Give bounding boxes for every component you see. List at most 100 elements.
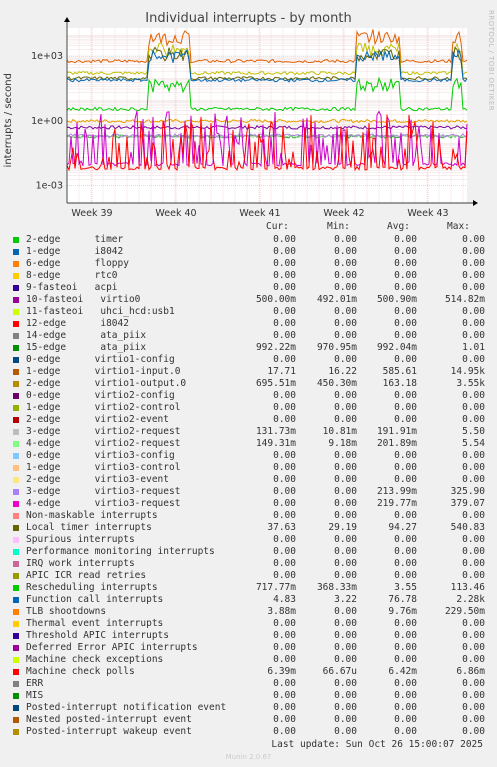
legend-header-min: Min: (327, 221, 350, 232)
legend-swatch (13, 669, 19, 675)
legend-min: 0.00 (334, 702, 357, 713)
legend-avg: 219.77m (376, 498, 417, 509)
legend-avg: 0.00 (394, 390, 417, 401)
legend-swatch (13, 381, 19, 387)
legend-avg: 0.00 (394, 258, 417, 269)
last-update: Last update: Sun Oct 26 15:00:07 2025 (271, 739, 483, 750)
legend-swatch (13, 249, 19, 255)
legend-row: 9-fasteoi acpi 0.00 0.00 0.00 0.00 (0, 282, 497, 294)
legend-cur: 17.71 (267, 366, 296, 377)
y-tick-label: 1e+00 (31, 116, 63, 127)
legend-cur: 0.00 (273, 702, 296, 713)
legend-row: Posted-interrupt wakeup event 0.00 0.00 0.0… (0, 726, 497, 738)
legend-row: Function call interrupts 4.83 3.22 76.78 2.2… (0, 594, 497, 606)
legend-row: 1-edge i8042 0.00 0.00 0.00 0.00 (0, 246, 497, 258)
legend-max: 0.00 (462, 270, 485, 281)
legend-swatch (13, 333, 19, 339)
legend-swatch (13, 549, 19, 555)
legend-max: 0.00 (462, 678, 485, 689)
legend-min: 0.00 (334, 690, 357, 701)
legend-min: 0.00 (334, 414, 357, 425)
legend-row: Machine check polls 6.39m 66.67u 6.42m 6.86m (0, 666, 497, 678)
legend-min: 368.33m (316, 582, 357, 593)
legend-min: 450.30m (316, 378, 357, 389)
legend-avg: 0.00 (394, 246, 417, 257)
x-tick-label: Week 41 (239, 208, 280, 219)
legend-name: Spurious interrupts (26, 534, 135, 545)
legend-swatch (13, 501, 19, 507)
legend-cur: 6.39m (267, 666, 296, 677)
series-line (66, 118, 468, 124)
legend-header-avg: Avg: (387, 221, 410, 232)
legend-max: 5.54 (462, 438, 485, 449)
legend-avg: 0.00 (394, 462, 417, 473)
legend-min: 0.00 (334, 630, 357, 641)
legend-min: 0.00 (334, 258, 357, 269)
legend-avg: 9.76m (388, 606, 417, 617)
legend-cur: 0.00 (273, 486, 296, 497)
legend-cur: 0.00 (273, 246, 296, 257)
legend-cur: 0.00 (273, 282, 296, 293)
legend-min: 0.00 (334, 390, 357, 401)
legend-name: TLB shootdowns (26, 606, 107, 617)
x-tick-label: Week 43 (407, 208, 448, 219)
legend-min: 0.00 (334, 558, 357, 569)
legend-name: IRQ work interrupts (26, 558, 135, 569)
legend-max: 0.00 (462, 630, 485, 641)
legend-max: 0.00 (462, 450, 485, 461)
legend-swatch (13, 273, 19, 279)
legend-name: Deferred Error APIC interrupts (26, 642, 198, 653)
legend-max: 0.00 (462, 570, 485, 581)
legend-name: APIC ICR read retries (26, 570, 147, 581)
legend-name: Rescheduling interrupts (26, 582, 158, 593)
legend-swatch (13, 585, 19, 591)
legend-min: 0.00 (334, 246, 357, 257)
legend-min: 0.00 (334, 462, 357, 473)
series-line (66, 48, 468, 83)
x-axis-arrow (473, 200, 478, 206)
legend-min: 0.00 (334, 402, 357, 413)
legend-min: 9.18m (328, 438, 357, 449)
legend-name: 1-edge virtio3-control (26, 462, 181, 473)
legend-name: 3-edge virtio2-request (26, 426, 181, 437)
x-tick-label: Week 42 (323, 208, 364, 219)
legend-swatch (13, 357, 19, 363)
legend-name: 4-edge virtio3-request (26, 498, 181, 509)
legend-avg: 0.00 (394, 402, 417, 413)
legend-min: 0.00 (334, 714, 357, 725)
legend-name: 0-edge virtio2-config (26, 390, 175, 401)
legend-min: 0.00 (334, 354, 357, 365)
legend-swatch (13, 369, 19, 375)
legend-cur: 0.00 (273, 678, 296, 689)
legend-min: 3.22 (334, 594, 357, 605)
series-line (66, 76, 468, 112)
legend-name: 11-fasteoi uhci_hcd:usb1 (26, 306, 175, 317)
legend-max: 14.95k (450, 366, 485, 377)
legend-min: 0.00 (334, 678, 357, 689)
legend-avg: 0.00 (394, 354, 417, 365)
legend-min: 66.67u (322, 666, 357, 677)
legend-row: 1-edge virtio3-control 0.00 0.00 0.00 0.00 (0, 462, 497, 474)
legend-row: 3-edge virtio3-request 0.00 0.00 213.99m 325… (0, 486, 497, 498)
legend-name: 6-edge floppy (26, 258, 129, 269)
legend-max: 325.90 (450, 486, 485, 497)
legend-cur: 37.63 (267, 522, 296, 533)
legend-name: 12-edge i8042 (26, 318, 129, 329)
legend-avg: 585.61 (382, 366, 417, 377)
legend-row: Non-maskable interrupts 0.00 0.00 0.00 0.00 (0, 510, 497, 522)
legend-swatch (13, 465, 19, 471)
legend-max: 0.00 (462, 462, 485, 473)
legend-avg: 0.00 (394, 546, 417, 557)
legend-min: 0.00 (334, 654, 357, 665)
legend-cur: 717.77m (255, 582, 296, 593)
legend-avg: 0.00 (394, 618, 417, 629)
legend-min: 0.00 (334, 498, 357, 509)
legend-min: 0.00 (334, 282, 357, 293)
legend-row: TLB shootdowns 3.88m 0.00 9.76m 229.50m (0, 606, 497, 618)
legend-swatch (13, 429, 19, 435)
legend-name: 2-edge virtio2-event (26, 414, 169, 425)
legend-name: Nested posted-interrupt event (26, 714, 192, 725)
x-tick-label: Week 39 (71, 208, 112, 219)
legend-cur: 131.73m (255, 426, 296, 437)
legend-row: 10-fasteoi virtio0 500.00m 492.01m 500.90m 5… (0, 294, 497, 306)
